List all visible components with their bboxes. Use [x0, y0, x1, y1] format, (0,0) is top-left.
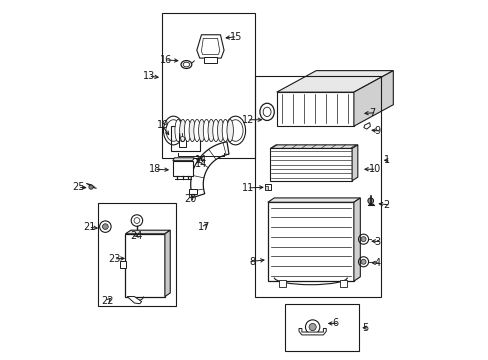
Polygon shape	[298, 328, 325, 335]
Text: 11: 11	[242, 183, 254, 193]
Ellipse shape	[184, 120, 190, 141]
Bar	[264, 184, 270, 190]
Bar	[125, 234, 164, 297]
Bar	[278, 280, 286, 287]
Text: 14: 14	[194, 155, 206, 165]
Text: 3: 3	[373, 237, 380, 247]
Polygon shape	[276, 71, 392, 92]
Text: 12: 12	[241, 115, 254, 125]
Polygon shape	[164, 230, 170, 297]
Bar	[255, 76, 380, 297]
Circle shape	[305, 320, 319, 334]
Bar	[339, 280, 346, 287]
Text: 23: 23	[108, 254, 121, 264]
Polygon shape	[353, 198, 360, 281]
Bar	[188, 189, 197, 194]
Bar	[284, 304, 359, 351]
Polygon shape	[190, 142, 228, 198]
Ellipse shape	[198, 120, 204, 141]
Polygon shape	[125, 230, 170, 234]
Text: 21: 21	[83, 222, 96, 232]
Bar	[120, 261, 125, 268]
Bar	[178, 134, 186, 147]
Polygon shape	[190, 194, 195, 198]
Text: 15: 15	[230, 32, 242, 41]
Bar	[162, 13, 254, 158]
Bar	[172, 161, 192, 176]
Text: 20: 20	[184, 194, 197, 204]
Circle shape	[367, 198, 373, 204]
Bar	[203, 57, 217, 63]
Bar	[171, 126, 199, 151]
Text: 22: 22	[101, 296, 114, 306]
Ellipse shape	[226, 120, 233, 141]
Polygon shape	[351, 145, 357, 181]
Text: 2: 2	[383, 200, 389, 210]
Ellipse shape	[179, 120, 186, 141]
Text: 17: 17	[198, 222, 210, 232]
Ellipse shape	[222, 120, 228, 141]
Bar	[270, 148, 351, 181]
Polygon shape	[270, 145, 357, 148]
Ellipse shape	[189, 120, 195, 141]
Polygon shape	[196, 35, 224, 58]
Polygon shape	[127, 297, 142, 304]
Text: 5: 5	[362, 323, 367, 333]
Polygon shape	[267, 198, 360, 202]
Circle shape	[89, 185, 93, 189]
Text: 1: 1	[383, 155, 389, 165]
Ellipse shape	[212, 120, 219, 141]
Text: 10: 10	[368, 164, 381, 174]
Polygon shape	[276, 92, 353, 126]
Circle shape	[102, 224, 108, 229]
Text: 19: 19	[157, 121, 169, 130]
Bar	[98, 203, 176, 306]
Text: 24: 24	[130, 231, 142, 240]
Bar	[267, 202, 353, 281]
Polygon shape	[172, 158, 194, 161]
Bar	[264, 186, 267, 190]
Polygon shape	[363, 123, 369, 129]
Text: 8: 8	[248, 257, 255, 267]
Polygon shape	[353, 71, 392, 126]
Text: 6: 6	[332, 319, 338, 328]
Text: 25: 25	[72, 182, 85, 192]
Circle shape	[360, 259, 366, 264]
Circle shape	[100, 221, 111, 232]
Circle shape	[308, 323, 316, 330]
Ellipse shape	[207, 120, 214, 141]
Text: 14: 14	[194, 159, 206, 169]
Text: 13: 13	[143, 71, 155, 81]
Text: 7: 7	[368, 108, 375, 118]
Ellipse shape	[217, 120, 224, 141]
Ellipse shape	[193, 120, 200, 141]
Circle shape	[360, 237, 366, 242]
Ellipse shape	[175, 120, 181, 141]
Ellipse shape	[203, 120, 209, 141]
Text: 4: 4	[373, 258, 380, 268]
Text: 18: 18	[149, 164, 161, 174]
Text: 9: 9	[373, 126, 380, 136]
Text: 16: 16	[160, 55, 172, 65]
